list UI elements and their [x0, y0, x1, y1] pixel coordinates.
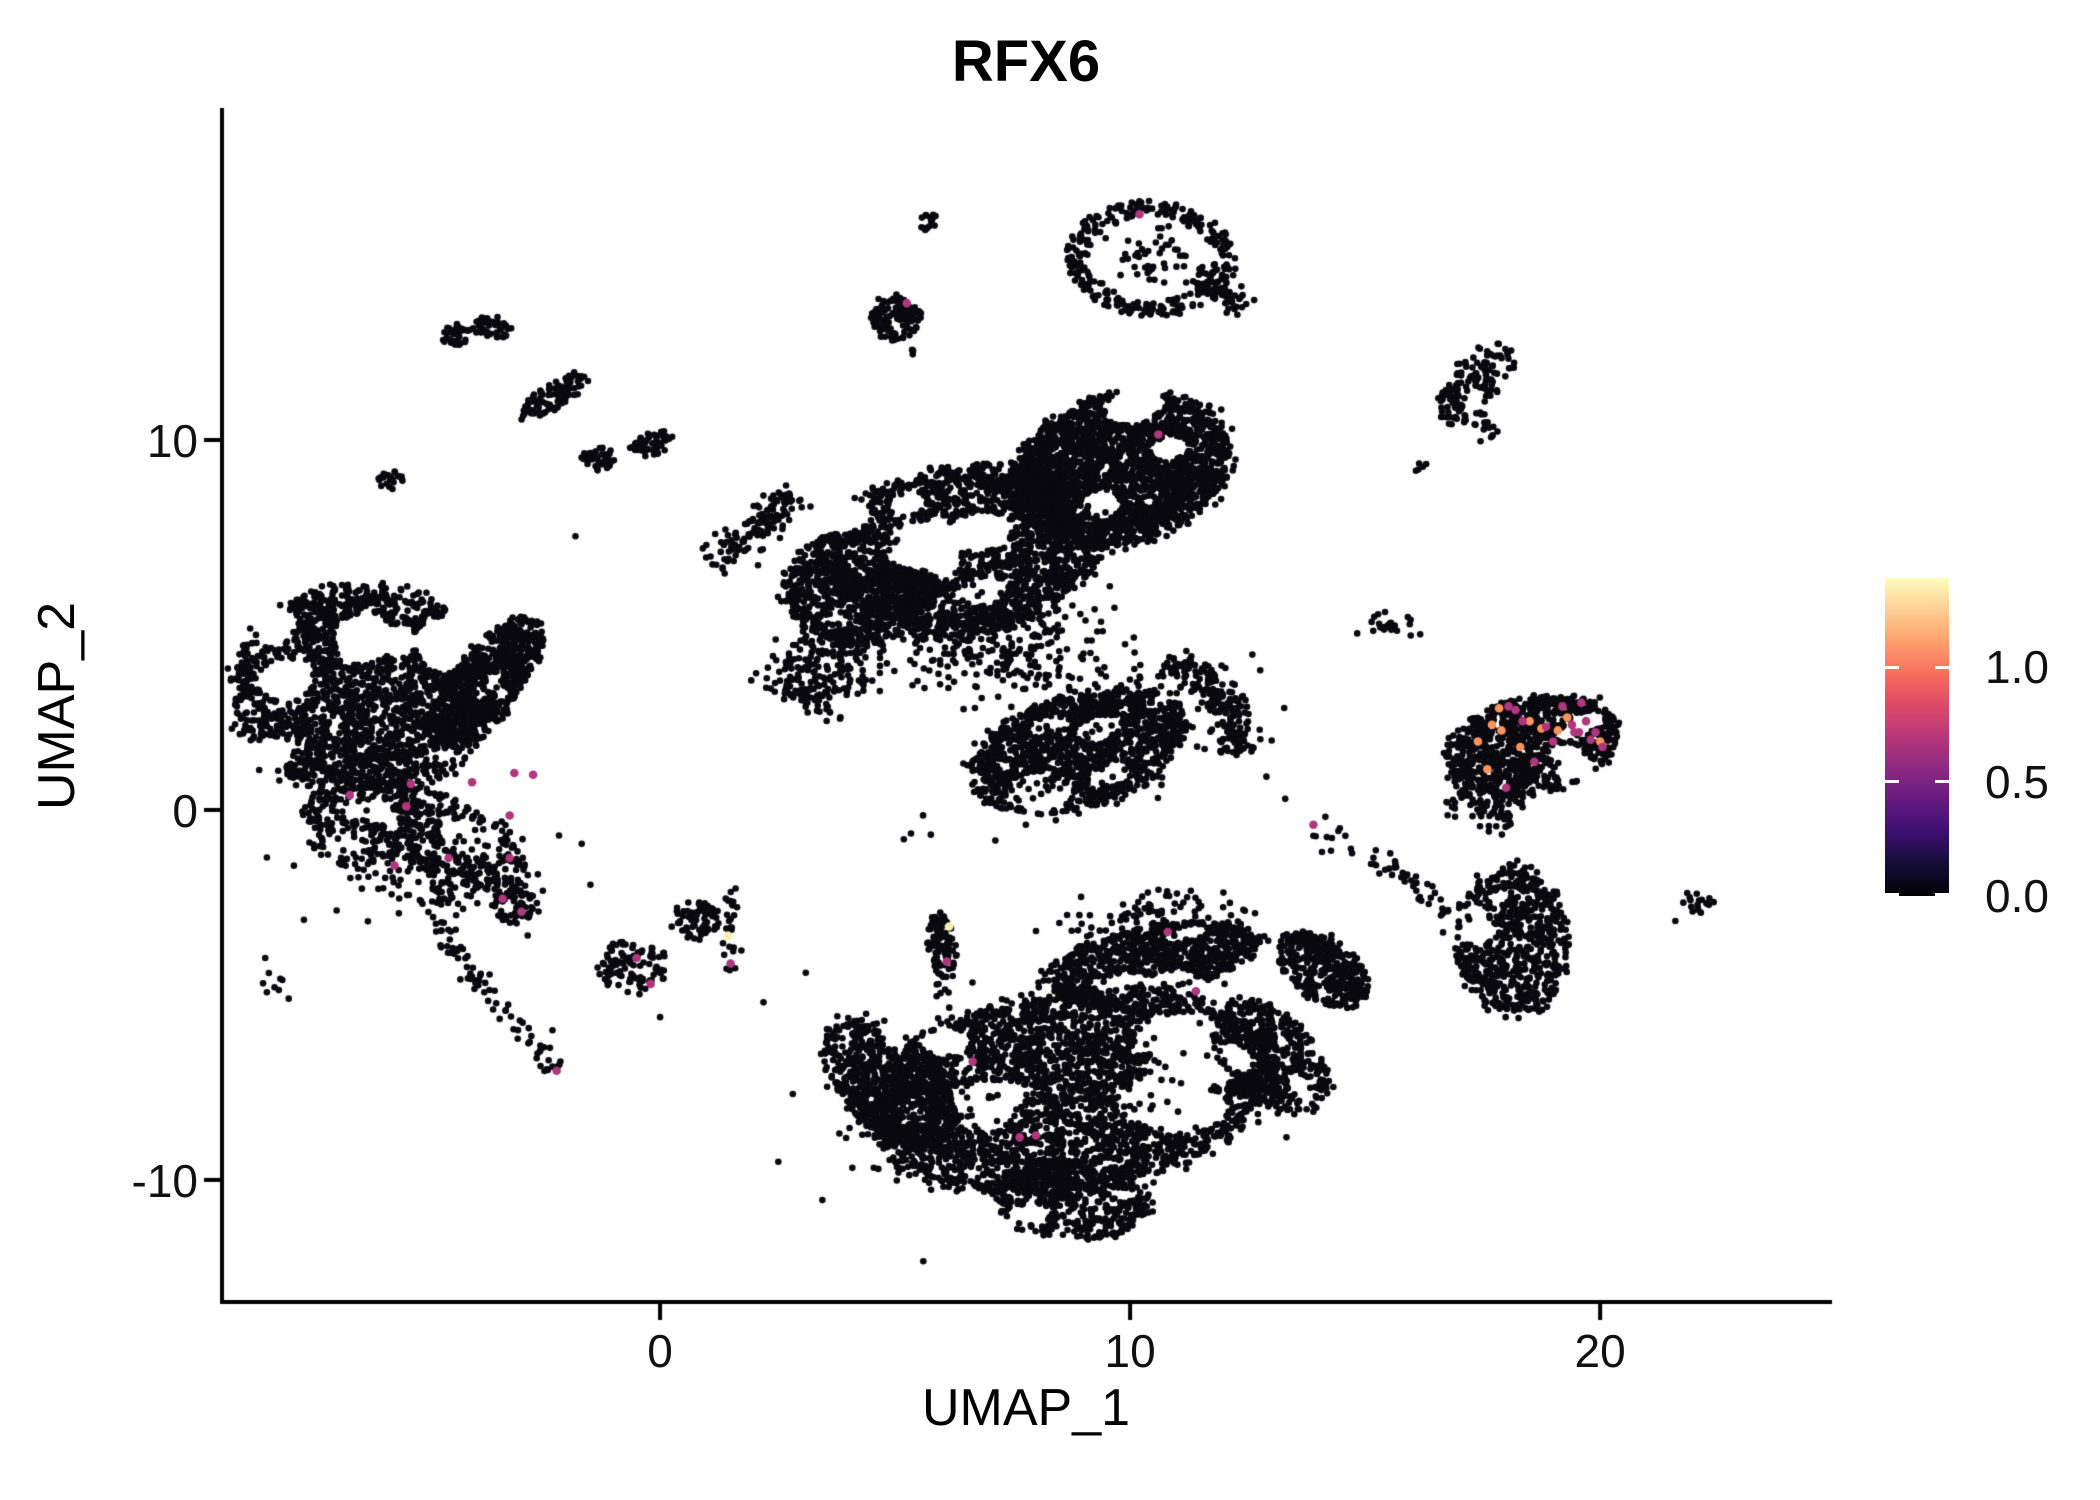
y-axis-title: UMAP_2 — [28, 601, 86, 811]
plot-title: RFX6 — [951, 29, 1101, 94]
colorbar-tick-label: 0.0 — [1985, 870, 2049, 922]
colorbar-tick-mark — [1885, 780, 1899, 784]
y-tick-label: 10 — [146, 415, 198, 467]
x-tick-label: 20 — [1574, 1325, 1626, 1377]
colorbar-tick-mark — [1935, 780, 1949, 784]
expression-colorbar — [1885, 578, 1949, 896]
colorbar-tick-mark — [1885, 665, 1899, 669]
y-tick-label: -10 — [131, 1154, 198, 1207]
colorbar-tick-label: 1.0 — [1985, 641, 2049, 694]
y-tick-label: 0 — [172, 784, 198, 837]
colorbar-tick-mark — [1935, 665, 1949, 669]
x-tick-label: 0 — [647, 1325, 673, 1377]
x-tick-label: 10 — [1104, 1325, 1156, 1377]
colorbar-tick-label: 0.5 — [1985, 755, 2049, 808]
colorbar-tick-mark — [1935, 893, 1949, 896]
colorbar-tick-mark — [1885, 893, 1899, 896]
x-axis-title: UMAP_1 — [921, 1379, 1131, 1437]
